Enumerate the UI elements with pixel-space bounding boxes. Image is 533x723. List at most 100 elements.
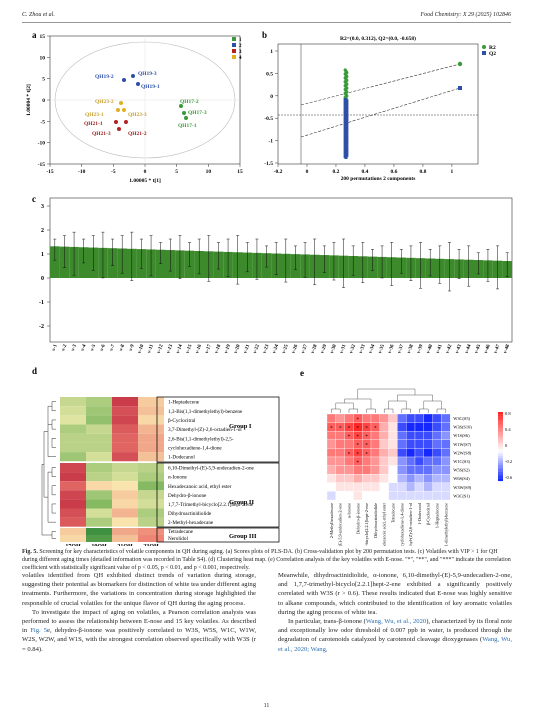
x-category-label: v-2 <box>61 344 68 352</box>
x-tick-label: 1 <box>451 169 454 175</box>
heatmap-cell <box>60 415 86 425</box>
correlation-cell <box>406 491 416 501</box>
correlation-cell <box>406 482 416 492</box>
correlation-row-label: W1W(S7) <box>453 442 472 447</box>
correlation-cell <box>335 413 345 423</box>
correlation-cell <box>432 439 442 449</box>
correlation-cell <box>353 491 363 501</box>
citation-link-1[interactable]: Wang, Wu, et al., 2020 <box>365 618 427 626</box>
correlation-cell <box>388 439 398 449</box>
heatmap-row-label: 2,6-Bis(1,1-dimethylethyl)-2,5- <box>168 435 234 442</box>
correlation-cell <box>370 482 380 492</box>
point-labels: QH19-2 QH19-3 QH19-1 QH23-2 QH23-1 QH23-… <box>84 71 207 137</box>
scale-gradient-step <box>498 439 503 442</box>
correlation-cell <box>379 431 389 440</box>
heatmap-cell <box>138 415 164 425</box>
x-category-label: v-9 <box>129 344 136 352</box>
significance-mark: * <box>365 426 368 431</box>
y-tick-label: 0 <box>42 98 45 104</box>
panel-a-xlabel: 1.00005 * t[1] <box>129 178 161 184</box>
scale-gradient-step <box>498 462 503 465</box>
scale-gradient-step <box>498 451 503 454</box>
correlation-cell <box>414 448 424 458</box>
r2-regression-line <box>300 63 461 106</box>
correlation-cell <box>344 413 354 423</box>
correlation-cell <box>423 422 433 432</box>
y-tick-label: 1 <box>270 49 273 55</box>
scale-gradient-step <box>498 446 503 449</box>
correlation-cell <box>379 448 389 458</box>
group-i-box <box>156 396 280 463</box>
y-tick-label: 15 <box>40 34 46 40</box>
point-qh17-2 <box>179 104 183 108</box>
correlation-cell <box>441 448 451 458</box>
correlation-column-label: α-Ionone <box>347 503 352 518</box>
x-category-label: v-6 <box>100 344 107 352</box>
x-category-label: v-11 <box>147 344 155 355</box>
heatmap-cell <box>112 463 138 473</box>
y-tick-label: 1 <box>41 252 44 258</box>
x-category-label: v-8 <box>119 344 126 352</box>
figure-link[interactable]: Fig. 5 <box>30 627 48 635</box>
legend-swatch <box>482 51 486 55</box>
significance-mark: * <box>357 426 360 431</box>
y-tick-label: -15 <box>38 162 46 168</box>
column-dendrogram <box>331 388 446 413</box>
x-tick-label: 0.2 <box>333 169 340 175</box>
correlation-cell <box>370 456 380 466</box>
paragraph-left-1: volatiles identified from QH exhibited d… <box>22 572 256 607</box>
q2-original-point <box>458 86 462 90</box>
citation-link-2[interactable]: Wang, Wu, et al., 2020; Wang, <box>278 636 512 653</box>
correlation-cell <box>370 413 380 423</box>
correlation-cell <box>441 482 451 492</box>
correlation-cell <box>388 456 398 466</box>
panel-b-letter: b <box>262 30 267 40</box>
scale-gradient-step <box>498 476 503 479</box>
y-tick-label: -1.5 <box>264 161 273 167</box>
correlation-cell <box>370 465 380 475</box>
correlation-cell <box>388 482 398 492</box>
correlation-cell <box>335 456 345 466</box>
correlation-cell <box>388 431 398 440</box>
x-tick-label: 0 <box>144 169 147 175</box>
correlation-cell <box>362 474 372 483</box>
y-tick-label: -1 <box>268 139 273 145</box>
correlation-column-label: 1,3-Bis(1,1-dimethylethyl)-benzene <box>443 503 449 546</box>
x-tick-label: 0 <box>306 169 309 175</box>
x-category-label: v-32 <box>349 344 357 355</box>
heatmap-row-label: Dehydro-β-ionone <box>168 493 207 499</box>
heatmap-cell <box>112 472 138 482</box>
panel-e-correlation-heatmap: e * * * * * * * * * * * * * * * * W3C(S5) W3S(S10) W1S(S6… <box>300 368 513 546</box>
row-dendrogram <box>41 401 56 539</box>
heatmap-row-label: Hexadecanoic acid, ethyl ester <box>168 484 232 490</box>
panel-b-x-ticks: -0.2 0 0.2 0.4 0.6 0.8 1 <box>274 164 454 175</box>
scale-gradient-step <box>498 437 503 440</box>
x-category-label: v-24 <box>272 344 280 355</box>
scale-gradient-step <box>498 474 503 477</box>
correlation-cell <box>362 491 372 501</box>
group-ii-label: Group II <box>229 499 254 506</box>
scale-gradient-step <box>498 464 503 468</box>
label-qh19-2: QH19-2 <box>95 74 114 80</box>
x-category-label: v-14 <box>176 344 184 355</box>
correlation-cell <box>432 448 442 458</box>
correlation-cell <box>432 482 442 492</box>
heatmap-cell <box>112 433 138 443</box>
panel-b-xlabel: 200 permutations 2 components <box>341 176 416 182</box>
correlation-cell <box>441 465 451 475</box>
y-tick-label: -0.5 <box>264 116 273 122</box>
correlation-cell <box>423 439 433 449</box>
correlation-column-label: 1-Heptadecene <box>435 503 440 528</box>
x-category-label: v-34 <box>368 344 376 355</box>
heatmap-cell <box>60 406 86 416</box>
x-category-label: v-42 <box>445 344 453 355</box>
significance-mark: * <box>374 426 377 431</box>
correlation-cell <box>441 491 451 501</box>
correlation-cell <box>326 456 336 466</box>
correlation-cell <box>414 474 424 483</box>
correlation-cell <box>406 448 416 458</box>
legend-swatch <box>232 37 236 41</box>
correlation-cell <box>370 448 380 458</box>
correlation-cell <box>379 465 389 475</box>
correlation-column-label: Tetradecane <box>391 503 396 523</box>
